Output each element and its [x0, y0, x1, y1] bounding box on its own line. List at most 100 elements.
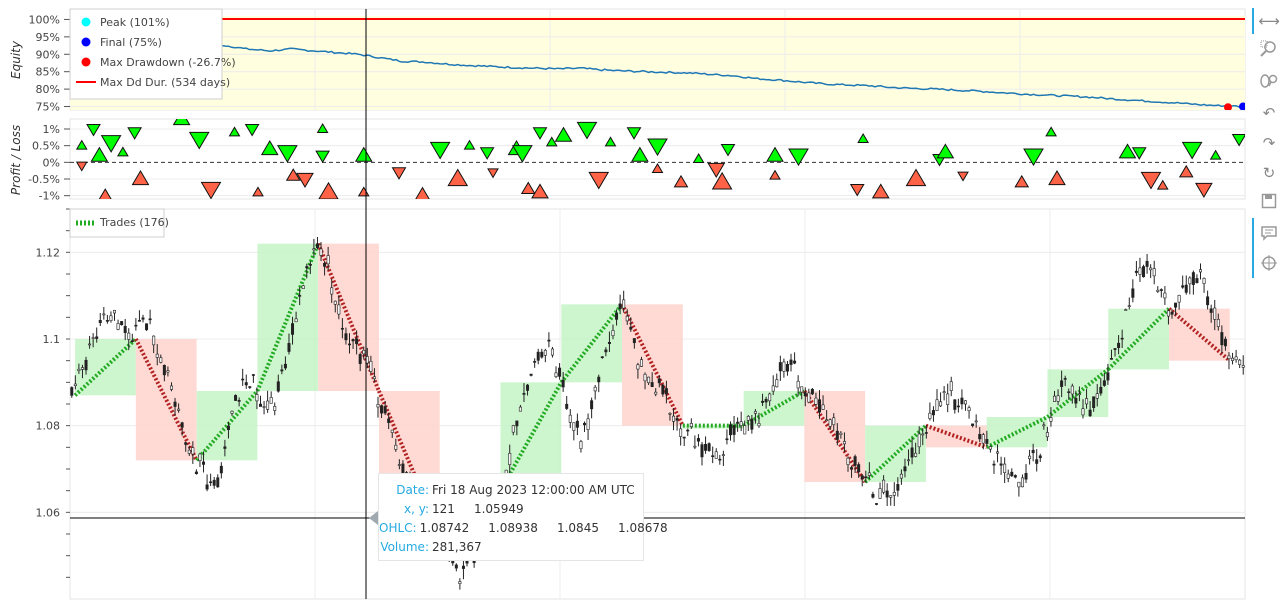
candle-body [1088, 409, 1092, 417]
candle-body [543, 349, 547, 356]
final-legend-label: Final (75%) [100, 36, 162, 49]
trade-line [620, 303, 685, 427]
candle-body [1056, 395, 1060, 402]
candle-body [899, 473, 903, 479]
candle-body [768, 393, 772, 402]
candle-body [554, 372, 558, 377]
candle-body [397, 464, 401, 466]
final-legend-dot-icon [81, 37, 91, 47]
candle-body [1085, 398, 1089, 405]
candle-body [1074, 397, 1078, 404]
candle-body [280, 369, 284, 372]
losing-trade-marker [871, 183, 890, 199]
candle-body [1170, 311, 1174, 315]
candle-body [721, 454, 725, 456]
winning-trade-marker [75, 139, 88, 150]
candle-body [1095, 393, 1099, 399]
candle-body [757, 423, 761, 427]
candle-body [1031, 449, 1035, 454]
candle-body [315, 243, 319, 248]
candle-body [949, 381, 953, 391]
candle-body [693, 445, 697, 448]
wheel-zoom-icon[interactable] [1258, 70, 1280, 92]
winning-trade-marker [244, 123, 260, 137]
candle-body [607, 341, 611, 344]
candle-body [818, 399, 822, 413]
candle-body [568, 414, 572, 423]
candle-body [283, 363, 287, 369]
candle-body [629, 326, 633, 330]
candle-body [864, 476, 868, 479]
candle-body [803, 392, 807, 397]
hover-icon[interactable] [1258, 222, 1280, 244]
equity-ytick-label: 75% [36, 101, 60, 114]
candle-body [1106, 372, 1110, 381]
candle-body [686, 429, 690, 432]
winning-trade-marker [532, 127, 548, 140]
candle-body [148, 318, 152, 321]
losing-trade-marker [447, 168, 469, 187]
candle-body [287, 343, 291, 352]
candle-body [251, 374, 255, 376]
candle-body [835, 430, 839, 440]
toolbar-active-indicator-2 [1252, 218, 1254, 278]
box-zoom-icon[interactable] [1258, 38, 1280, 60]
candle-body [518, 406, 522, 412]
losing-trade-marker [131, 170, 150, 186]
redo-icon[interactable]: ↷ [1262, 134, 1276, 152]
candle-body [1003, 463, 1007, 473]
candle-body [1174, 302, 1178, 308]
candle-body [173, 401, 177, 407]
candle-body [590, 400, 594, 410]
trade-line [73, 337, 138, 397]
candle-body [1156, 289, 1160, 292]
xpan-icon[interactable]: ⟷ [1258, 12, 1280, 30]
price-ytick-label: 1.1 [43, 333, 61, 346]
candle-body [1198, 269, 1202, 273]
candle-body [718, 458, 722, 461]
candle-body [1241, 365, 1245, 368]
equity-ytick-label: 100% [29, 13, 60, 26]
candle-body [1184, 284, 1188, 293]
candle-body [1020, 477, 1024, 488]
candle-body [643, 373, 647, 382]
candle-body [219, 465, 223, 474]
candle-body [700, 444, 704, 458]
reset-icon[interactable]: ↻ [1262, 164, 1276, 182]
candle-body [903, 466, 907, 472]
candle-body [159, 357, 163, 363]
winning-trade-marker [1118, 143, 1137, 159]
candle-body [668, 412, 672, 415]
candle-body [1227, 355, 1231, 360]
candle-body [194, 471, 198, 474]
candle-body [1067, 391, 1071, 394]
candle-body [1102, 380, 1106, 386]
candle-body [1024, 473, 1028, 480]
candle-body [266, 400, 270, 410]
candle-body [369, 360, 373, 372]
toolbar-active-indicator [1252, 8, 1254, 34]
candle-body [291, 323, 295, 335]
candle-body [593, 386, 597, 392]
winning-trade-marker [936, 143, 955, 159]
candle-body [956, 405, 960, 408]
crosshair-icon[interactable] [1258, 252, 1280, 274]
candle-body [319, 248, 323, 256]
candle-body [1142, 266, 1146, 278]
candle-body [789, 359, 793, 365]
save-icon[interactable] [1258, 190, 1280, 212]
undo-icon[interactable]: ↶ [1262, 104, 1276, 122]
candle-body [878, 488, 882, 499]
candle-body [572, 422, 576, 431]
candle-body [743, 425, 747, 435]
candle-body [914, 452, 918, 457]
candle-body [1234, 356, 1238, 361]
pl-panel[interactable] [69, 118, 1246, 200]
winning-trade-marker [1231, 133, 1245, 147]
candle-body [821, 404, 825, 410]
pl-ylabel: Profit / Loss [9, 125, 23, 195]
candle-body [750, 418, 754, 430]
candle-body [536, 351, 540, 361]
candle-body [1231, 357, 1235, 361]
